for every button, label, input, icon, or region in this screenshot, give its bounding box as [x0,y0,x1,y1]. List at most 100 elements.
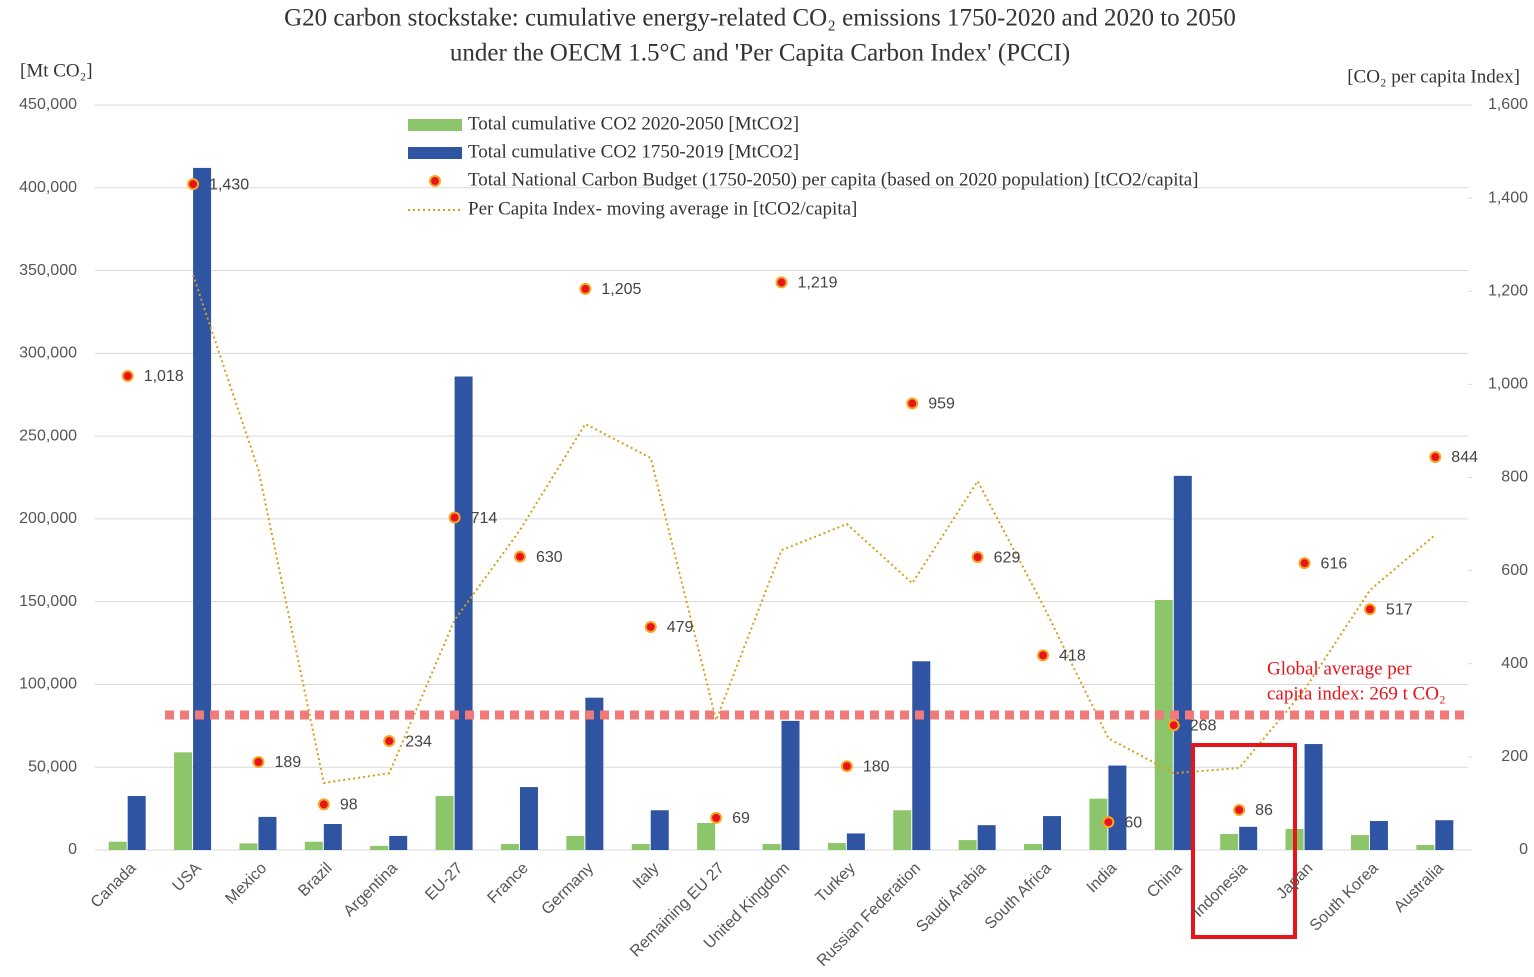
y2-tick-label: 400 [1501,655,1528,672]
x-tick-label: Italy [630,860,663,893]
data-label: 189 [274,754,301,771]
x-tick-label: France [485,860,532,907]
data-label: 844 [1451,449,1478,466]
x-tick-label: China [1144,860,1186,902]
data-label: 180 [863,758,890,775]
dot [1037,649,1050,662]
bar [323,824,342,850]
y2-axis-label: [CO₂ per capita Index] [1347,66,1520,87]
bar [239,843,258,850]
y2-tick-label: 800 [1501,469,1528,486]
dot [579,282,592,295]
bar [1435,820,1454,850]
bar [1239,826,1258,850]
bar [370,845,389,850]
bar [781,720,800,850]
legend-swatch [408,119,462,131]
dot [971,551,984,564]
data-label: 630 [536,549,563,566]
dot [1363,603,1376,616]
highlight-box [1191,743,1297,939]
dot [1298,557,1311,570]
chart-title: G20 carbon stockstake: cumulative energy… [284,5,1236,32]
bar [435,796,454,850]
data-label: 86 [1255,802,1273,819]
bar [1416,845,1435,850]
y-tick-label: 0 [68,841,77,858]
bar [1108,765,1127,850]
legend-label: Total National Carbon Budget (1750-2050)… [468,169,1199,190]
y2-tick-label: 1,200 [1488,282,1528,299]
bar [1154,600,1173,850]
bar [454,376,473,850]
bar [174,752,193,850]
legend-swatch [408,147,462,159]
dot [1233,803,1246,816]
y2-tick-label: 200 [1501,748,1528,765]
dot [187,178,200,191]
annotation: Global average per [1267,658,1412,679]
bar [304,841,323,850]
dot [1429,451,1442,464]
grid [95,104,1472,851]
data-label: 98 [340,797,358,814]
dot [513,550,526,563]
bar [258,816,277,850]
dot [448,511,461,524]
data-label: 60 [1124,814,1142,831]
x-tick-label: USA [170,860,206,896]
y-tick-label: 400,000 [19,179,77,196]
dot [710,811,723,824]
y-tick-label: 150,000 [19,593,77,610]
bar [631,844,650,850]
bar [977,825,996,850]
dot [906,397,919,410]
x-tick-label: South Korea [1307,860,1382,935]
bar [846,833,865,850]
bar [827,843,846,850]
legend-label: Total cumulative CO2 2020-2050 [MtCO2] [468,113,799,134]
bar [762,844,781,850]
bar [108,841,127,850]
bar [127,796,146,850]
data-label: 517 [1386,601,1413,618]
data-label: 1,219 [798,275,838,292]
data-label: 959 [928,396,955,413]
legend-label: Total cumulative CO2 1750-2019 [MtCO2] [468,141,799,162]
bar [1220,833,1239,850]
data-label: 479 [667,619,694,636]
x-tick-label: Argentina [341,860,402,921]
bar [1369,821,1388,850]
bar [1173,475,1192,850]
legend-label: Per Capita Index- moving average in [tCO… [468,198,857,219]
x-tick-label: EU-27 [422,860,466,904]
bar [650,810,669,850]
bar [193,167,212,850]
bar [500,844,519,850]
chart-title: under the OECM 1.5°C and 'Per Capita Car… [450,40,1070,67]
x-tick-label: Mexico [222,860,270,908]
bar [389,835,408,850]
x-tick-label: Indonesia [1190,860,1251,921]
data-label: 418 [1059,648,1086,665]
x-tick-label: Germany [539,860,598,919]
y-tick-label: 200,000 [19,510,77,527]
bar [958,840,977,850]
x-tick-label: Australia [1391,860,1447,916]
bar [1350,835,1369,850]
x-tick-label: Canada [88,860,140,912]
y-tick-label: 50,000 [28,758,77,775]
marks: 1,018 1,430 189 98 234 714 630 1,205 479 69 1,219 1… [108,167,1478,850]
dot [121,369,134,382]
dot [383,735,396,748]
bar [697,823,716,850]
dot [1102,816,1115,829]
y2-tick-label: 1,600 [1488,96,1528,113]
bar [566,835,585,850]
y-tick-label: 450,000 [19,96,77,113]
y-axis-label: [Mt CO₂] [20,60,93,81]
bar [1043,816,1062,850]
data-label: 1,018 [144,368,184,385]
data-label: 616 [1321,555,1348,572]
dot [1167,719,1180,732]
